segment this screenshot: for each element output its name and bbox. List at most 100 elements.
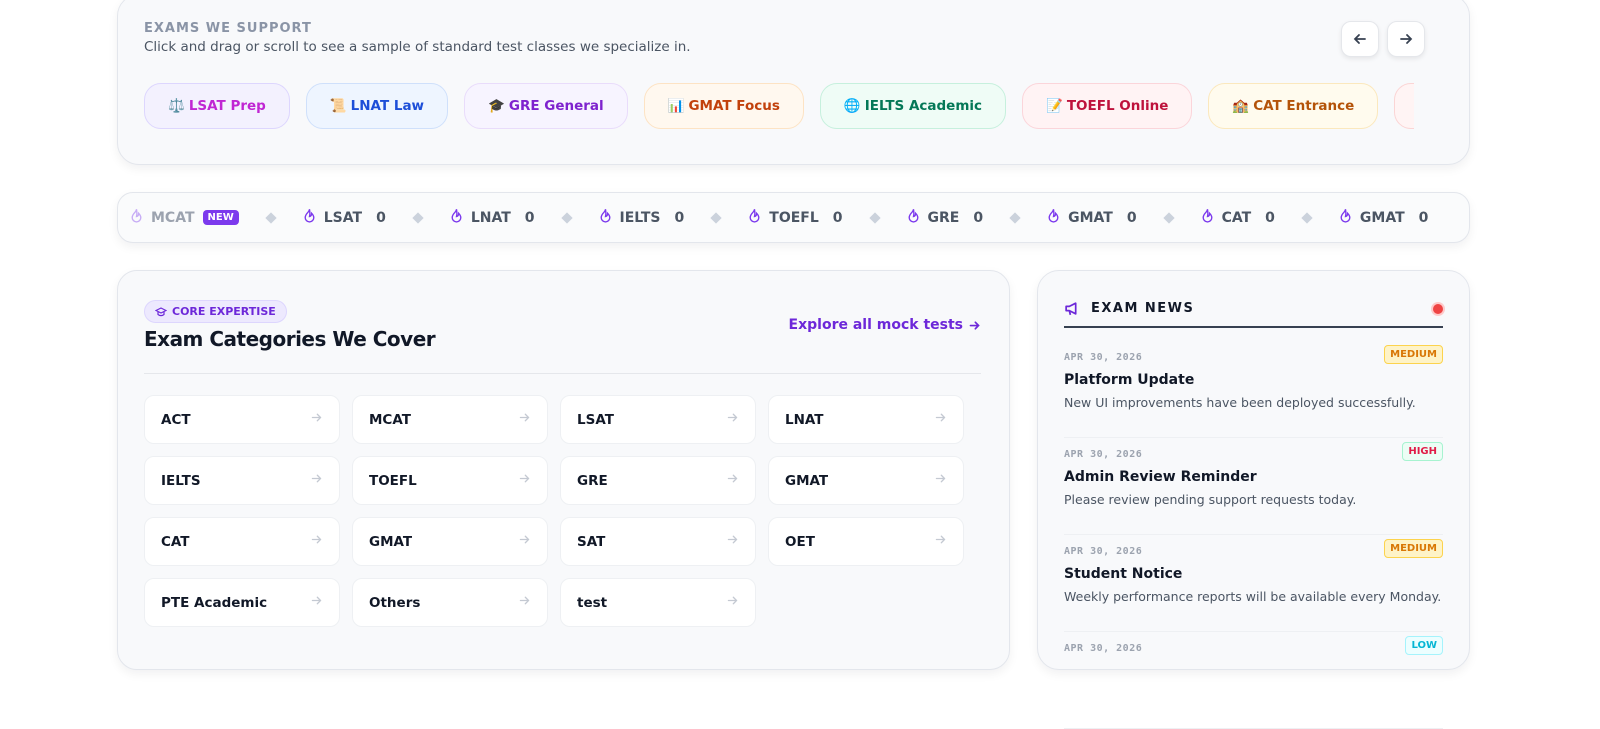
flame-icon — [1339, 208, 1352, 227]
flame-icon — [450, 208, 463, 227]
exam-chip[interactable]: 📝 TOEFL Online — [1022, 83, 1193, 129]
category-name: IELTS — [161, 472, 201, 489]
ticker-name: IELTS — [619, 209, 661, 226]
arrow-icon — [518, 472, 531, 489]
category-tile[interactable]: GRE — [560, 456, 756, 505]
news-priority: HIGH — [1402, 442, 1443, 461]
category-tile[interactable]: SAT — [560, 517, 756, 566]
flame-icon — [1047, 208, 1060, 227]
arrow-icon — [934, 411, 947, 428]
category-tile[interactable]: IELTS — [144, 456, 340, 505]
category-name: GRE — [577, 472, 608, 489]
exam-chip[interactable]: 🌐 IELTS Academic — [819, 83, 1007, 129]
category-name: CAT — [161, 533, 190, 550]
news-item: APR 30, 2026 HIGH Admin Review Reminder Ple… — [1064, 438, 1443, 535]
category-name: GMAT — [369, 533, 413, 550]
news-priority: LOW — [1405, 636, 1443, 655]
category-tile[interactable]: ACT — [144, 395, 340, 444]
section-label: EXAMS WE SUPPORT — [144, 21, 312, 36]
arrow-icon — [726, 472, 739, 489]
category-tile[interactable]: LSAT — [560, 395, 756, 444]
next-button[interactable] — [1387, 21, 1425, 57]
explore-link[interactable]: Explore all mock tests — [789, 317, 981, 333]
news-date: APR 30, 2026 — [1064, 546, 1143, 557]
category-name: GMAT — [785, 472, 829, 489]
news-title: EXAM NEWS — [1091, 301, 1195, 316]
categories-card: CORE EXPERTISE Exam Categories We Cover … — [117, 270, 1010, 670]
news-date: APR 30, 2026 — [1064, 449, 1143, 460]
flame-icon — [907, 208, 920, 227]
flame-icon — [303, 208, 316, 227]
category-tile[interactable]: CAT — [144, 517, 340, 566]
category-tile[interactable]: TOEFL — [352, 456, 548, 505]
news-date: APR 30, 2026 — [1064, 352, 1143, 363]
category-tile[interactable]: PTE Academic — [144, 578, 340, 627]
divider — [144, 373, 981, 374]
page: EXAMS WE SUPPORT Click and drag or scrol… — [117, 0, 1470, 729]
news-heading: Student Notice — [1064, 566, 1183, 582]
arrow-icon — [310, 594, 323, 611]
chip-name: CAT Entrance — [1253, 98, 1355, 114]
prev-button[interactable] — [1341, 21, 1379, 57]
category-name: PTE Academic — [161, 594, 268, 611]
separator — [1162, 211, 1175, 224]
ticker-name: GMAT — [1068, 209, 1113, 226]
chip-icon: 📝 — [1046, 98, 1063, 114]
ticker-item: CAT 0 — [1201, 208, 1275, 227]
ticker-item: GMAT 0 — [1047, 208, 1137, 227]
flame-icon — [1201, 208, 1214, 227]
category-tile[interactable]: OET — [768, 517, 964, 566]
exam-chip[interactable]: 📊 GMAT Focus — [643, 83, 804, 129]
ticker-item: GMAT 0 — [1339, 208, 1428, 227]
ticker-name: LNAT — [470, 209, 511, 226]
ticker-badge: NEW — [202, 210, 239, 225]
news-text: New UI improvements have been deployed s… — [1064, 395, 1416, 410]
category-tile[interactable]: GMAT — [768, 456, 964, 505]
chip-icon: ⚖️ — [168, 98, 185, 114]
exam-chip[interactable]: 🏫 CAT Entrance — [1208, 83, 1379, 129]
separator — [265, 211, 277, 224]
category-tile[interactable]: LNAT — [768, 395, 964, 444]
news-text: Weekly performance reports will be avail… — [1064, 589, 1442, 604]
exam-chip[interactable]: 🧮ACT Standard — [1394, 83, 1414, 129]
category-name: SAT — [577, 533, 606, 550]
category-tile[interactable]: MCAT — [352, 395, 548, 444]
news-date: APR 30, 2026 — [1064, 643, 1143, 654]
separator — [1301, 211, 1313, 224]
ticker-name: LSAT — [323, 209, 363, 226]
category-name: Others — [369, 594, 421, 611]
badge-text: CORE EXPERTISE — [172, 305, 276, 318]
ticker-count: 0 — [1418, 209, 1429, 226]
ticker-name: CAT — [1221, 209, 1252, 226]
news-text: Please review pending support requests t… — [1064, 492, 1357, 507]
exams-card: EXAMS WE SUPPORT Click and drag or scrol… — [117, 0, 1470, 165]
flame-icon — [748, 208, 761, 227]
category-name: OET — [785, 533, 815, 550]
category-tile[interactable]: Others — [352, 578, 548, 627]
ticker: MCAT NEW LSAT 0 LNAT 0 IELTS 0 TOEFL 0 GRE 0 GMAT 0 CA… — [117, 192, 1470, 243]
chip-name: GRE General — [508, 98, 604, 114]
arrow-icon — [934, 533, 947, 550]
news-priority: MEDIUM — [1384, 345, 1443, 364]
exam-chip[interactable]: 🎓 GRE General — [464, 83, 628, 129]
ticker-name: MCAT — [151, 209, 195, 226]
category-tile[interactable]: test — [560, 578, 756, 627]
ticker-count: 0 — [376, 209, 386, 226]
ticker-count: 0 — [524, 209, 535, 226]
news-item: APR 30, 2026 LOW — [1064, 632, 1443, 729]
exam-chip[interactable]: ⚖️ LSAT Prep — [144, 83, 290, 129]
news-item: APR 30, 2026 MEDIUM Platform Update New UI … — [1064, 341, 1443, 438]
badge: CORE EXPERTISE — [144, 300, 287, 323]
category-name: TOEFL — [369, 472, 417, 489]
arrow-icon — [310, 533, 323, 550]
chip-name: TOEFL Online — [1066, 98, 1169, 114]
ticker-count: 0 — [1265, 209, 1275, 226]
chip-name: LNAT Law — [350, 98, 425, 114]
arrow-icon — [310, 411, 323, 428]
live-dot — [1433, 303, 1443, 314]
exam-chip[interactable]: 📜 LNAT Law — [305, 83, 449, 129]
category-tile[interactable]: GMAT — [352, 517, 548, 566]
chip-name: IELTS Academic — [864, 98, 983, 114]
chip-icon: 📜 — [329, 98, 347, 114]
arrow-icon — [934, 472, 947, 489]
